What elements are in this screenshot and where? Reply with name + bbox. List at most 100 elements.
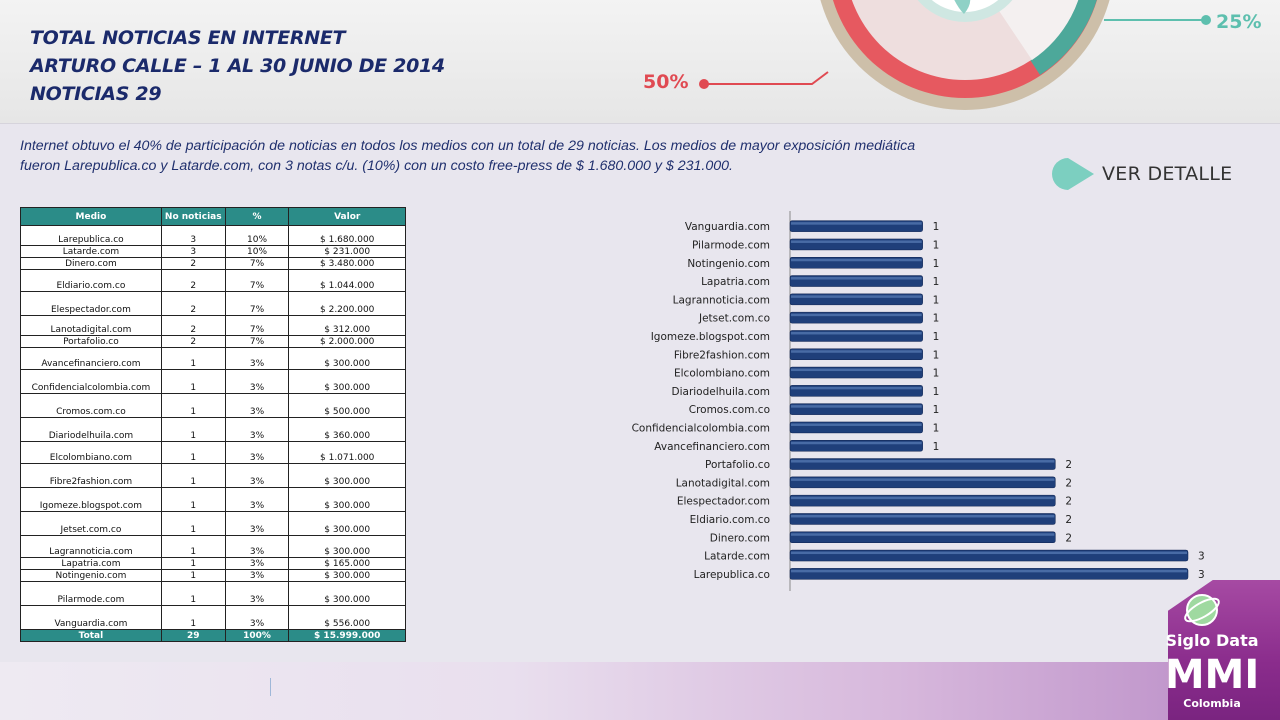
bar-highlight [791,331,922,335]
table-row: Elespectador.com 2 7% $ 2.200.000 [20,291,406,316]
logo-mmi: MMI [1164,652,1260,698]
ver-detalle-button[interactable]: VER DETALLE [1052,158,1232,190]
globe-continents [954,0,971,14]
cell-valor: $ 165.000 [288,557,406,570]
cell-noticias: 2 [160,291,226,316]
cell-percent: 10% [224,225,290,246]
category-label: Elcolombiano.com [674,368,770,380]
total-value: $ 15.999.000 [288,629,406,642]
cell-percent: 3% [224,487,290,512]
category-label: Dinero.com [710,532,770,544]
bar-highlight [791,533,1055,536]
title-line-3: NOTICIAS 29 [30,83,162,105]
data-label: 1 [933,294,940,306]
cell-noticias: 1 [160,463,226,488]
category-label: Diariodelhuila.com [672,386,770,398]
infographic-decoration [699,0,1211,110]
cell-percent: 3% [224,569,290,582]
total-label: Total [20,629,162,642]
table-row: Portafolio.co 2 7% $ 2.000.000 [20,335,406,348]
cell-valor: $ 300.000 [288,569,406,582]
cell-noticias: 2 [160,257,226,270]
connector-50 [706,71,829,85]
data-label: 1 [933,276,940,288]
cell-noticias: 1 [160,393,226,418]
cell-percent: 3% [224,605,290,630]
cell-noticias: 1 [160,557,226,570]
cell-valor: $ 3.480.000 [288,257,406,270]
cell-percent: 3% [224,511,290,536]
inner-segment [991,0,1079,60]
cell-valor: $ 500.000 [288,393,406,418]
cell-percent: 7% [224,291,290,316]
table-row: Fibre2fashion.com 1 3% $ 300.000 [20,463,406,488]
teardrop-icon [1052,158,1094,190]
data-label: 1 [933,422,940,434]
cell-valor: $ 231.000 [288,245,406,258]
table-row: Avancefinanciero.com 1 3% $ 300.000 [20,347,406,370]
category-label: Elespectador.com [677,496,770,508]
cell-valor: $ 300.000 [288,535,406,558]
cell-medio: Dinero.com [20,257,162,270]
cell-noticias: 1 [160,441,226,464]
category-label: Lapatria.com [701,276,770,288]
category-label: Fibre2fashion.com [674,349,770,361]
col-header-valor: Valor [288,207,406,226]
cell-percent: 3% [224,347,290,370]
cell-medio: Portafolio.co [20,335,162,348]
data-label: 3 [1198,569,1205,581]
cell-noticias: 1 [160,605,226,630]
cell-noticias: 1 [160,417,226,442]
bar-highlight [791,441,922,445]
cell-medio: Pilarmode.com [20,581,162,606]
cell-percent: 3% [224,393,290,418]
data-label: 1 [933,239,940,251]
category-label: Latarde.com [704,551,770,563]
category-label: Pilarmode.com [692,239,770,251]
bar-highlight [791,496,1055,500]
data-label: 2 [1065,459,1072,471]
category-label: Avancefinanciero.com [654,441,770,453]
table-row: Jetset.com.co 1 3% $ 300.000 [20,511,406,536]
cell-medio: Larepublica.co [20,225,162,246]
bottom-divider [270,678,271,696]
category-label: Confidencialcolombia.com [632,422,770,434]
bar-highlight [791,460,1055,463]
data-label: 1 [933,221,940,233]
cell-medio: Notingenio.com [20,569,162,582]
page-title: TOTAL NOTICIAS EN INTERNET ARTURO CALLE … [30,24,445,108]
bar-highlight [791,295,922,298]
cell-valor: $ 1.680.000 [288,225,406,246]
cell-noticias: 1 [160,369,226,394]
table-row: Cromos.com.co 1 3% $ 500.000 [20,393,406,418]
table-row: Lanotadigital.com 2 7% $ 312.000 [20,315,406,336]
cell-noticias: 1 [160,581,226,606]
cell-medio: Lapatria.com [20,557,162,570]
logo-colombia: Colombia [1183,697,1241,710]
cell-valor: $ 300.000 [288,581,406,606]
table-row: Pilarmode.com 1 3% $ 300.000 [20,581,406,606]
data-label: 1 [933,404,940,416]
bar-chart: Vanguardia.com 1 Pilarmode.com 1 Notingenio.… [632,211,1205,591]
col-header-noticias: No noticias [160,207,226,226]
data-label: 2 [1065,514,1072,526]
cell-percent: 3% [224,417,290,442]
data-label: 1 [933,313,940,325]
total-count: 29 [160,629,226,642]
cell-noticias: 2 [160,315,226,336]
cell-noticias: 1 [160,569,226,582]
title-line-2: ARTURO CALLE – 1 AL 30 JUNIO DE 2014 [30,55,445,77]
table-total-row: Total 29 100% $ 15.999.000 [20,629,406,642]
table-row: Confidencialcolombia.com 1 3% $ 300.000 [20,369,406,394]
cell-percent: 3% [224,441,290,464]
table-row: Lapatria.com 1 3% $ 165.000 [20,557,406,570]
logo-siglo-data: Siglo Data [1165,631,1259,650]
bar-highlight [791,423,922,426]
cell-medio: Eldiario.com.co [20,269,162,292]
category-label: Notingenio.com [687,258,770,270]
cell-noticias: 3 [160,245,226,258]
cell-medio: Igomeze.blogspot.com [20,487,162,512]
cell-valor: $ 360.000 [288,417,406,442]
cell-medio: Jetset.com.co [20,511,162,536]
data-label: 2 [1065,532,1072,544]
